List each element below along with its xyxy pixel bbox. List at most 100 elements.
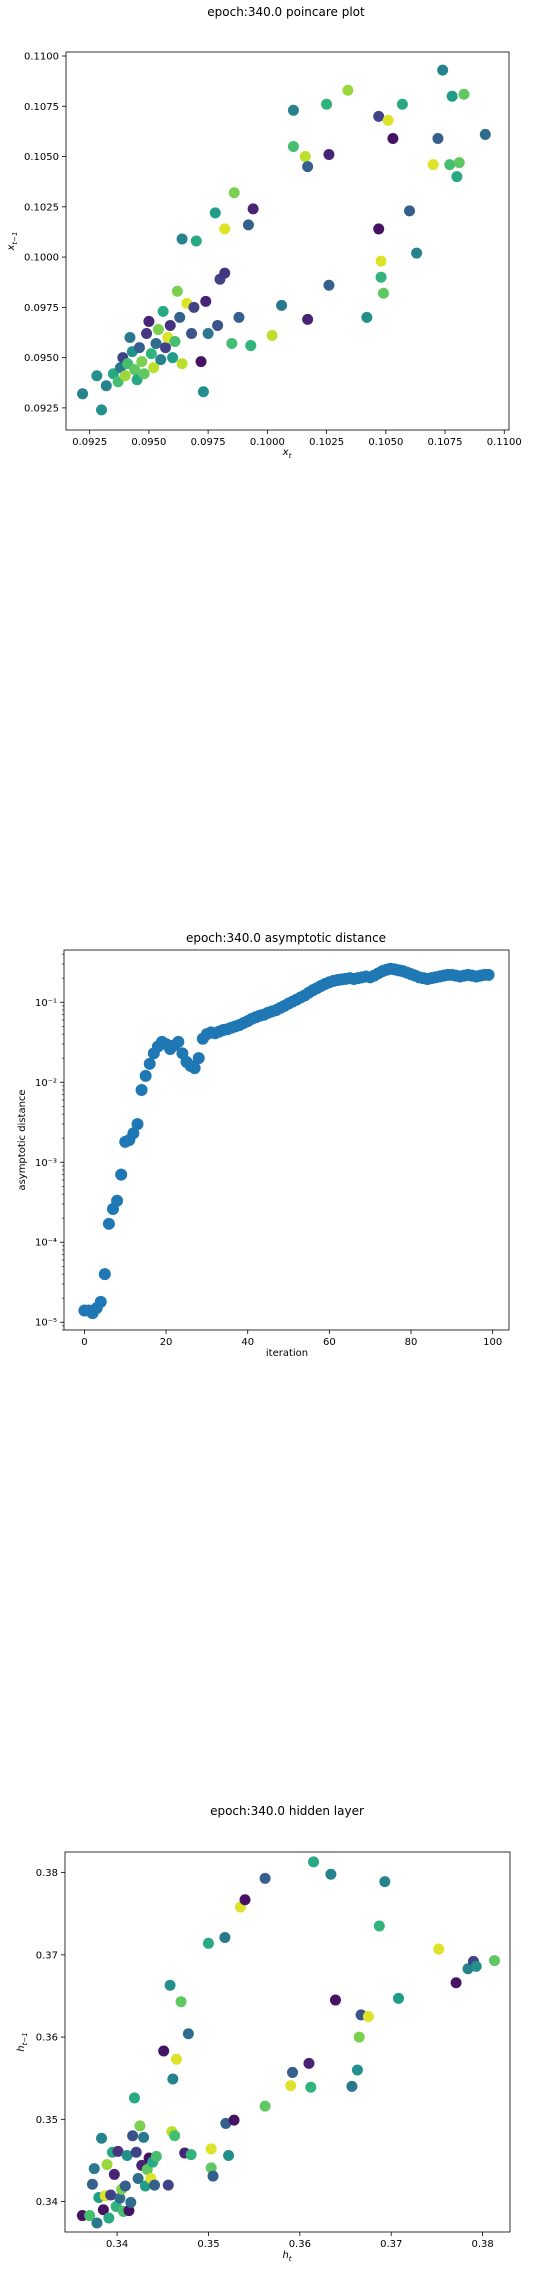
data-point bbox=[242, 219, 254, 231]
data-point bbox=[302, 161, 314, 173]
marks-layer bbox=[78, 962, 495, 1320]
data-point bbox=[382, 114, 394, 126]
data-point bbox=[488, 1955, 500, 1967]
y-tick-label: 0.0975 bbox=[24, 303, 59, 314]
data-point bbox=[202, 1937, 214, 1949]
plot-area bbox=[65, 51, 510, 431]
data-point bbox=[205, 2143, 217, 2155]
data-point bbox=[164, 319, 176, 331]
data-point bbox=[101, 2159, 113, 2171]
data-point bbox=[239, 1894, 251, 1906]
y-tick-label: 0.1000 bbox=[24, 253, 59, 264]
chart-title: epoch:340.0 hidden layer bbox=[210, 1804, 364, 1818]
data-point bbox=[167, 2073, 179, 2085]
data-point bbox=[119, 2180, 131, 2192]
x-ticks: 0.34 0.35 0.36 0.37 0.38 bbox=[106, 2232, 494, 2250]
data-point bbox=[387, 132, 399, 144]
data-point bbox=[186, 327, 198, 339]
data-point bbox=[130, 2146, 142, 2158]
data-point bbox=[377, 287, 389, 299]
data-point bbox=[102, 1217, 115, 1230]
x-tick-label: 20 bbox=[160, 1337, 173, 1348]
data-point bbox=[205, 2162, 217, 2174]
data-point bbox=[321, 98, 333, 110]
data-point bbox=[124, 332, 136, 344]
data-point bbox=[228, 2114, 240, 2126]
x-tick-label: 0.36 bbox=[289, 2239, 311, 2250]
data-point bbox=[458, 88, 470, 100]
data-point bbox=[77, 388, 89, 400]
data-point bbox=[138, 368, 150, 380]
data-point bbox=[470, 1960, 482, 1972]
x-tick-label: 0.34 bbox=[106, 2239, 128, 2250]
data-point bbox=[373, 1920, 385, 1932]
data-point bbox=[373, 223, 385, 235]
data-point bbox=[97, 2204, 109, 2216]
data-point bbox=[134, 2120, 146, 2132]
data-point bbox=[169, 336, 181, 348]
data-point bbox=[188, 301, 200, 313]
data-point bbox=[219, 1932, 231, 1944]
y-tick-label: 10⁻² bbox=[35, 1078, 57, 1089]
data-point bbox=[212, 319, 224, 331]
y-tick-label: 10⁻¹ bbox=[35, 998, 57, 1009]
data-point bbox=[169, 2130, 181, 2142]
data-point bbox=[287, 104, 299, 116]
plot-area bbox=[64, 1851, 511, 2233]
data-point bbox=[115, 1168, 128, 1181]
data-point bbox=[135, 1084, 148, 1097]
x-tick-label: 0.0975 bbox=[191, 437, 226, 448]
data-point bbox=[361, 311, 373, 323]
y-tick-label: 10⁻³ bbox=[35, 1158, 57, 1169]
data-point bbox=[119, 370, 131, 382]
data-point bbox=[150, 2150, 162, 2162]
data-point bbox=[444, 159, 456, 171]
data-point bbox=[342, 84, 354, 96]
data-point bbox=[266, 330, 278, 341]
data-point bbox=[219, 223, 231, 235]
data-point bbox=[127, 1127, 140, 1140]
data-point bbox=[192, 1052, 205, 1065]
data-point bbox=[96, 2132, 108, 2144]
chart-title: epoch:340.0 asymptotic distance bbox=[186, 931, 386, 945]
data-point bbox=[323, 279, 335, 291]
data-point bbox=[323, 149, 335, 161]
y-tick-label: 10⁻⁴ bbox=[35, 1238, 57, 1249]
data-point bbox=[112, 2145, 124, 2157]
marks-layer bbox=[77, 64, 491, 416]
data-point bbox=[188, 1062, 201, 1075]
data-point bbox=[302, 313, 314, 325]
y-tick-label: 0.37 bbox=[36, 1950, 58, 1961]
data-point bbox=[100, 380, 112, 392]
data-point bbox=[164, 1979, 176, 1991]
data-point bbox=[197, 386, 209, 398]
x-tick-label: 0.1000 bbox=[250, 437, 285, 448]
data-point bbox=[139, 1069, 152, 1082]
x-ticks: 0 20 40 60 80 100 bbox=[81, 1330, 502, 1348]
data-point bbox=[176, 358, 188, 370]
data-point bbox=[287, 141, 299, 152]
data-point bbox=[451, 171, 463, 183]
data-point bbox=[170, 2053, 182, 2065]
data-point bbox=[245, 340, 257, 352]
data-point bbox=[123, 2205, 135, 2217]
data-point bbox=[303, 2057, 315, 2069]
y-tick-label: 0.34 bbox=[36, 2197, 58, 2208]
y-tick-label: 10⁻⁵ bbox=[35, 1318, 57, 1329]
plot-area bbox=[63, 949, 510, 1331]
data-point bbox=[182, 2028, 194, 2040]
data-point bbox=[220, 2117, 232, 2129]
data-point bbox=[172, 1035, 185, 1048]
data-point bbox=[207, 2170, 219, 2182]
data-point bbox=[129, 364, 141, 376]
data-point bbox=[84, 2210, 96, 2222]
data-point bbox=[150, 338, 162, 350]
data-point bbox=[125, 2196, 137, 2208]
data-point bbox=[127, 2130, 139, 2142]
hidden-layer-scatter-chart: epoch:340.0 hidden layer 0.34 0.35 0.36 0.3… bbox=[16, 1804, 511, 2263]
data-point bbox=[223, 2150, 235, 2162]
y-ticks: 0.34 0.35 0.36 0.37 0.38 bbox=[36, 1868, 65, 2208]
data-point bbox=[379, 1876, 391, 1888]
y-axis-label: xt−1 bbox=[6, 232, 19, 252]
y-tick-label: 0.1100 bbox=[24, 52, 59, 63]
